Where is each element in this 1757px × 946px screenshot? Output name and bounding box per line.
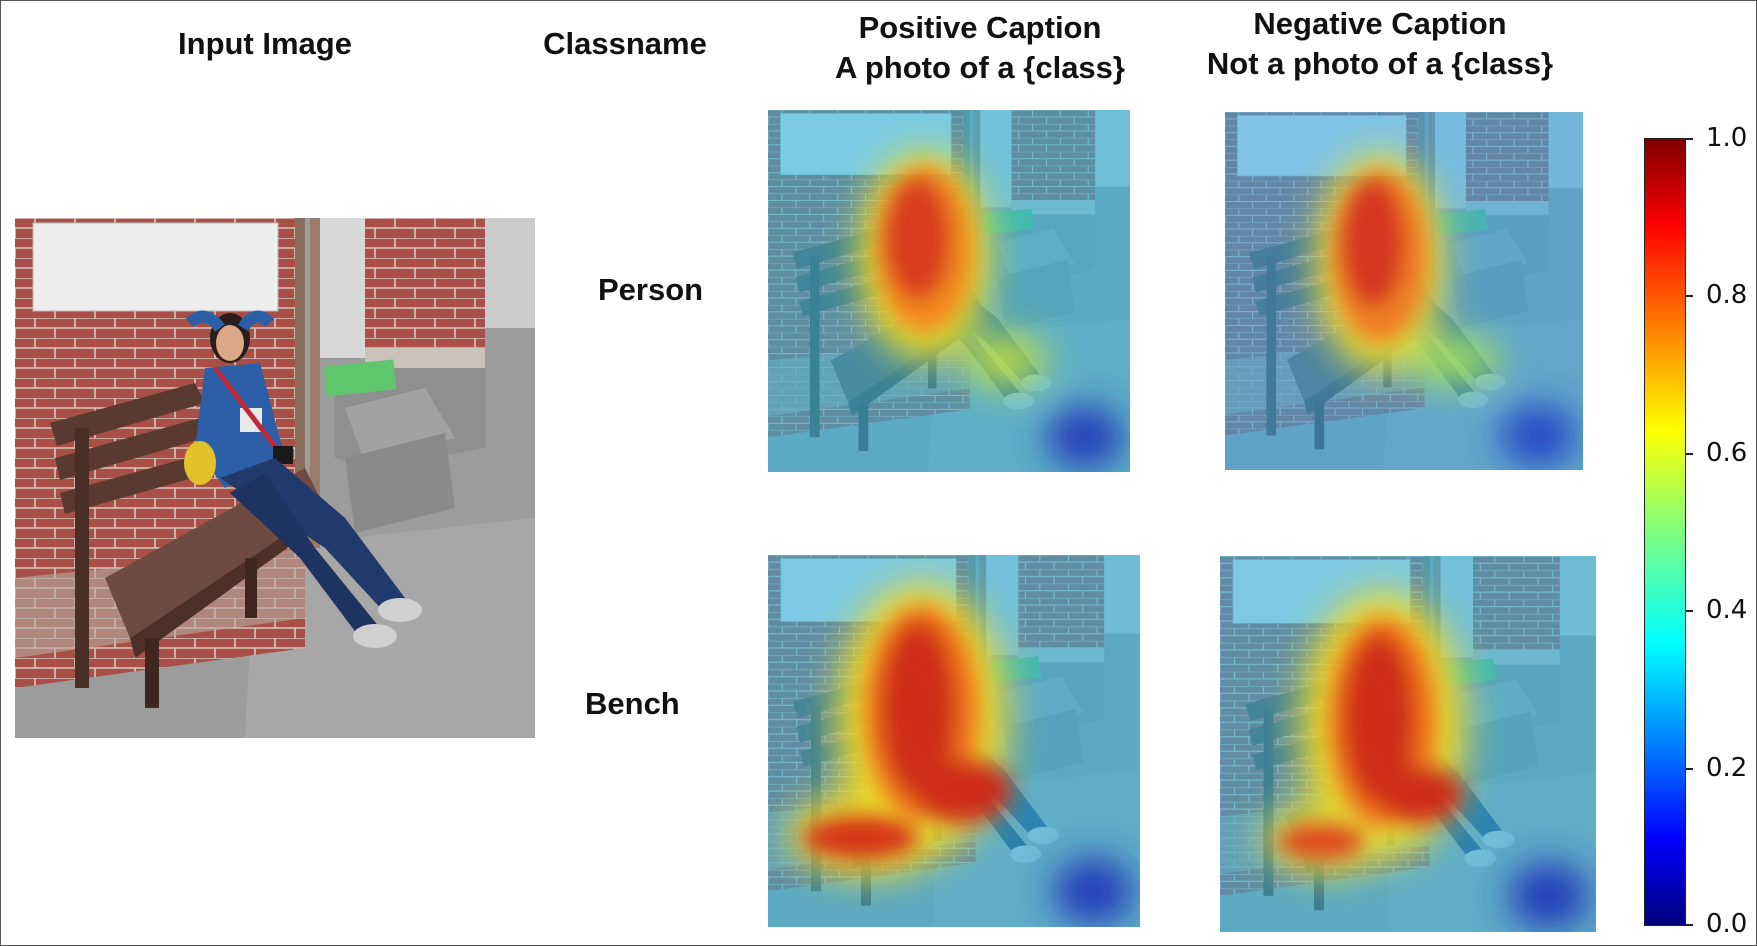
row-label-bench: Bench [585, 686, 680, 721]
header-classname: Classname [543, 26, 707, 61]
colorbar-tick-mark [1686, 924, 1693, 926]
header-negative-caption-line1: Negative Caption [1253, 6, 1507, 41]
input-image [15, 218, 535, 738]
colorbar-ticks [1686, 138, 1756, 926]
colorbar-tick-mark [1686, 295, 1693, 297]
header-negative-caption: Negative Caption Not a photo of a {class… [1170, 4, 1590, 84]
colorbar-tick-mark [1686, 138, 1693, 140]
colorbar-tick-label: 0.4 [1706, 595, 1748, 625]
colorbar-tick-mark [1686, 768, 1693, 770]
header-positive-caption-line1: Positive Caption [858, 10, 1102, 45]
heatmap-bench-positive [768, 555, 1140, 927]
colorbar-tick-label: 1.0 [1706, 123, 1748, 153]
colorbar-tick-label: 0.8 [1706, 280, 1748, 310]
colorbar-tick-label: 0.0 [1706, 909, 1748, 939]
header-positive-caption: Positive Caption A photo of a {class} [790, 8, 1170, 88]
heatmap-person-negative [1225, 112, 1583, 470]
colorbar-tick-mark [1686, 610, 1693, 612]
colorbar [1644, 138, 1686, 926]
header-input-image: Input Image [178, 26, 352, 61]
heatmap-person-positive [768, 110, 1130, 472]
colorbar-tick-label: 0.2 [1706, 753, 1748, 783]
colorbar-tick-mark [1686, 453, 1693, 455]
colorbar-tick-label: 0.6 [1706, 438, 1748, 468]
header-negative-caption-line2: Not a photo of a {class} [1206, 46, 1554, 81]
row-label-person: Person [598, 272, 704, 307]
header-positive-caption-line2: A photo of a {class} [835, 50, 1125, 85]
heatmap-bench-negative [1220, 556, 1596, 932]
